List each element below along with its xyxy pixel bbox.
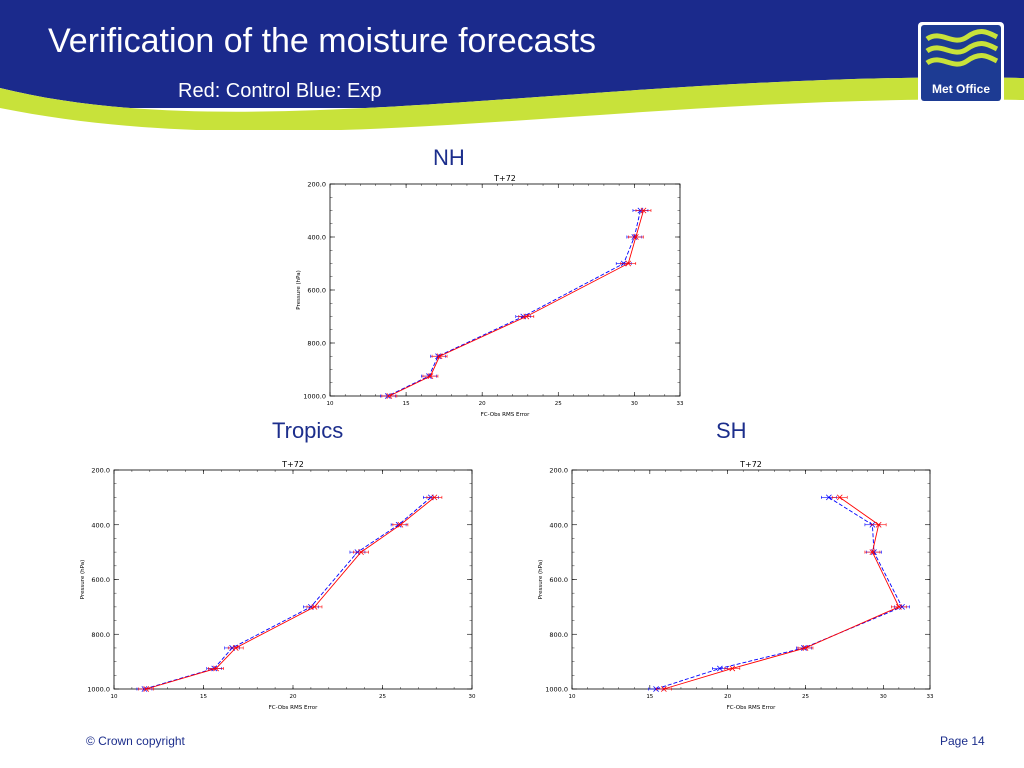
x-tick-label: 15 [200, 694, 207, 700]
data-point-red [836, 494, 843, 501]
x-tick-label: 10 [327, 401, 334, 407]
y-axis-label: Pressure (hPa) [538, 560, 544, 599]
data-point-red [397, 521, 404, 528]
slide-title: Verification of the moisture forecasts [48, 22, 597, 60]
region-label-nh: NH [433, 145, 465, 170]
chart-title: T+72 [281, 460, 304, 469]
y-tick-label: 200.0 [307, 181, 326, 189]
data-point-blue [716, 665, 723, 672]
data-point-red [143, 686, 150, 692]
y-axis-label: Pressure (hPa) [296, 270, 302, 309]
data-point-red [802, 645, 809, 651]
chart-tropics: T+72 10 15 20 25 30 200.0 400.0 600.0 800.0 1000.0… [80, 460, 476, 711]
data-point-red [625, 260, 632, 267]
wave-logo-icon [925, 29, 999, 67]
y-tick-label: 400.0 [91, 521, 110, 529]
y-tick-label: 400.0 [307, 234, 326, 242]
data-point-red [875, 521, 882, 528]
x-tick-label: 15 [403, 401, 410, 407]
data-point-red [311, 603, 318, 610]
series-line-red [389, 210, 644, 397]
y-tick-label: 800.0 [307, 340, 326, 348]
y-axis-label: Pressure (hPa) [80, 560, 86, 599]
y-tick-label: 1000.0 [87, 686, 110, 694]
x-tick-label: 10 [111, 694, 118, 700]
slide-subtitle: Red: Control Blue: Exp [178, 80, 382, 102]
x-tick-label: 33 [927, 694, 934, 700]
data-point-red [358, 549, 364, 556]
y-tick-label: 1000.0 [303, 393, 326, 401]
data-point-red [213, 665, 219, 672]
y-tick-label: 1000.0 [545, 686, 568, 694]
data-point-red [232, 645, 239, 651]
data-point-red [869, 549, 876, 556]
data-point-red [895, 603, 902, 610]
x-tick-label: 20 [724, 694, 731, 700]
x-tick-label: 20 [479, 401, 486, 407]
x-axis-label: FC-Obs RMS Error [269, 705, 319, 711]
data-point-red [427, 373, 434, 380]
y-tick-label: 600.0 [549, 576, 568, 584]
x-tick-label: 25 [802, 694, 809, 700]
y-tick-label: 200.0 [549, 467, 568, 475]
plot-frame [571, 469, 931, 690]
y-tick-label: 600.0 [91, 576, 110, 584]
page-number: Page 14 [940, 734, 985, 748]
x-axis-label: FC-Obs RMS Error [727, 705, 777, 711]
data-point-red [729, 665, 736, 672]
data-point-red [632, 234, 639, 240]
y-tick-label: 800.0 [91, 631, 110, 639]
y-tick-label: 800.0 [549, 631, 568, 639]
x-tick-label: 15 [646, 694, 653, 700]
x-tick-label: 10 [569, 694, 576, 700]
x-tick-label: 30 [631, 401, 638, 407]
logo-text: Met Office [931, 82, 990, 96]
series-line-red [663, 497, 900, 690]
series-line-blue [387, 210, 641, 397]
chart-sh: T+72 10 15 20 25 30 33 200.0 400.0 600.0 800.0 1000… [538, 460, 934, 711]
data-point-red [386, 393, 393, 399]
data-point-red [523, 313, 530, 320]
plot-frame [329, 183, 681, 397]
x-tick-label: 30 [469, 694, 476, 700]
x-tick-label: 30 [880, 694, 887, 700]
x-tick-label: 25 [555, 401, 562, 407]
region-label-sh: SH [716, 418, 747, 443]
header-banner [0, 0, 1024, 130]
region-label-tropics: Tropics [272, 418, 344, 443]
data-point-blue [825, 494, 832, 501]
x-tick-label: 25 [379, 694, 386, 700]
chart-title: T+72 [739, 460, 762, 469]
data-point-red [640, 207, 647, 214]
y-tick-label: 200.0 [91, 467, 110, 475]
data-point-red [436, 353, 443, 360]
data-point-red [431, 494, 438, 501]
chart-title: T+72 [493, 174, 516, 183]
x-axis-label: FC-Obs RMS Error [481, 412, 531, 418]
y-tick-label: 400.0 [549, 521, 568, 529]
series-line-blue [144, 497, 432, 690]
plot-frame [113, 469, 473, 690]
data-point-red [660, 686, 667, 692]
x-tick-label: 33 [677, 401, 684, 407]
x-tick-label: 20 [290, 694, 297, 700]
footer-copyright: © Crown copyright [86, 734, 185, 748]
met-office-logo: Met Office [918, 22, 1004, 104]
chart-nh: T+72 10 15 20 25 30 33 200.0 400.0 600.0 800.0 1000… [296, 174, 684, 418]
y-tick-label: 600.0 [307, 287, 326, 295]
